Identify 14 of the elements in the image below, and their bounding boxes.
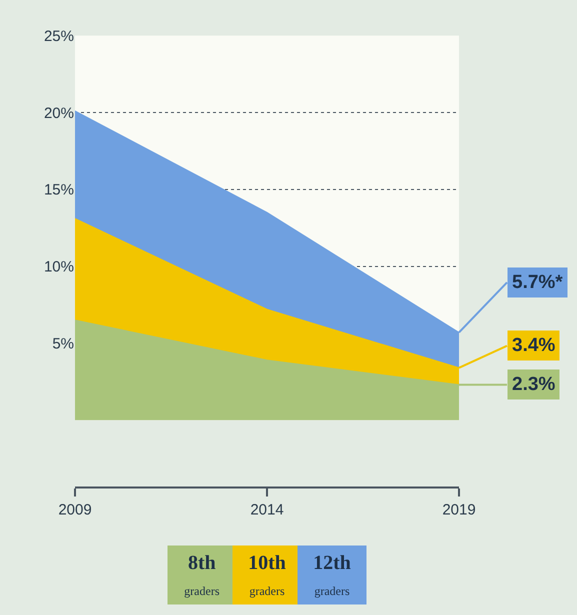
x-tick-label: 2019 [442, 501, 476, 518]
x-tick-label: 2009 [58, 501, 92, 518]
text: 8th graders [184, 552, 220, 598]
y-tick-label: 20% [44, 104, 74, 122]
x-tick-label: 2014 [250, 501, 284, 518]
y-tick-label: 25% [44, 28, 74, 45]
data-label: 5.7%* [512, 272, 564, 293]
data-label: 2.3% [512, 374, 556, 395]
data-label: 3.4% [512, 335, 556, 356]
y-tick-label: 15% [44, 182, 74, 199]
text: 10th graders [248, 552, 286, 598]
y-tick-label: 10% [44, 258, 74, 276]
text: 12th graders [313, 552, 351, 598]
y-tick-label: 5% [52, 335, 74, 352]
